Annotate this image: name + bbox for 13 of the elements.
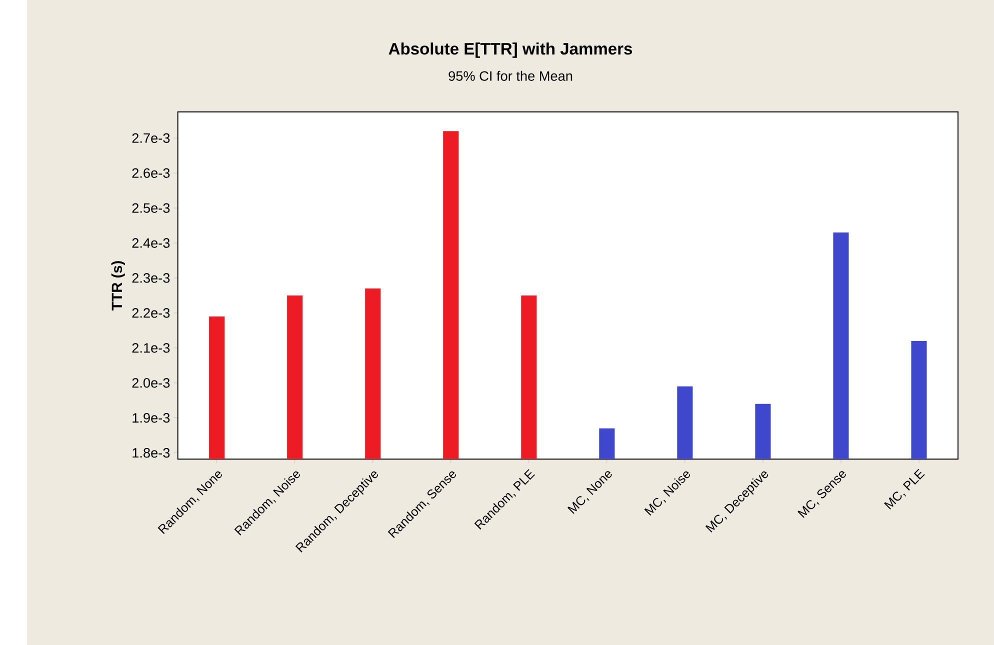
y-tick-label: 2.1e-3 — [132, 343, 170, 353]
y-tick-label: 2.5e-3 — [132, 203, 170, 213]
y-tick-label: 2.0e-3 — [132, 378, 170, 388]
y-tick-label: 2.2e-3 — [132, 308, 170, 318]
y-tick-label: 2.4e-3 — [132, 238, 170, 248]
y-tick-label: 1.9e-3 — [132, 413, 170, 423]
y-axis-title: TTR (s) — [111, 261, 125, 310]
y-tick-label: 2.6e-3 — [132, 168, 170, 178]
chart-subtitle: 95% CI for the Mean — [448, 70, 572, 81]
y-tick-label: 2.3e-3 — [132, 273, 170, 283]
chart-title: Absolute E[TTR] with Jammers — [388, 42, 632, 58]
y-tick-label: 1.8e-3 — [132, 448, 170, 458]
y-tick-label: 2.7e-3 — [132, 133, 170, 143]
